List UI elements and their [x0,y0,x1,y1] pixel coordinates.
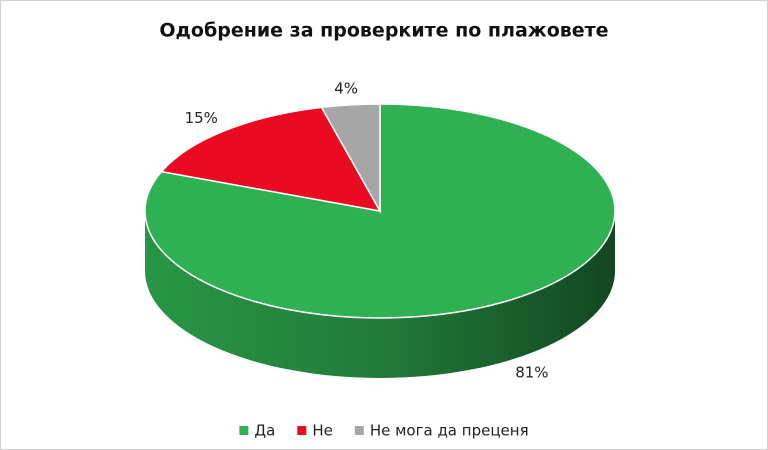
legend-swatch [239,426,249,435]
legend-swatch [297,426,307,435]
data-label: 4% [334,79,358,97]
data-label: 15% [185,109,218,127]
chart-title: Одобрение за проверките по плажовете [159,20,608,42]
slice-side-shade [145,211,615,378]
slice [320,103,381,214]
slice [160,106,382,213]
data-label: 81% [515,363,548,381]
legend-label: Да [254,422,275,440]
legend-label: Не [312,422,333,440]
legend-label: Не мога да преценя [370,422,529,440]
legend-swatch [354,426,364,435]
